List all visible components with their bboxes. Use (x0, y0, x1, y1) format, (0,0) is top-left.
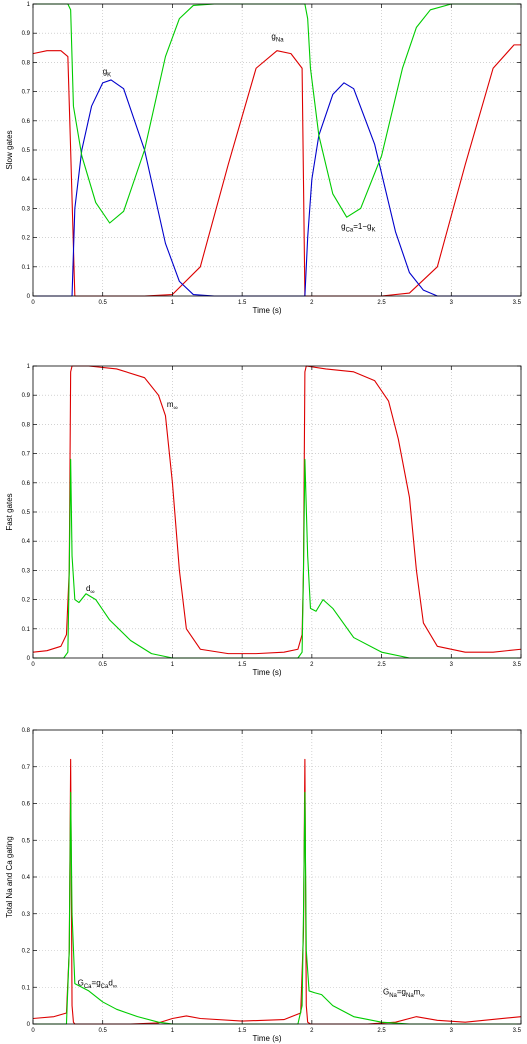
annotation-subscript: ∞ (113, 984, 117, 990)
x-tick-label: 0 (31, 300, 35, 306)
curve-annotation: gK (103, 67, 111, 79)
annotation-subscript: Na (389, 993, 397, 999)
x-tick-label: 1.5 (238, 662, 247, 668)
annotation-text: g (103, 67, 107, 76)
x-tick-label: 1 (171, 1028, 175, 1034)
y-tick-label: 0.2 (22, 949, 31, 955)
y-tick-label: 0.8 (22, 60, 31, 66)
y-tick-label: 0.7 (22, 765, 31, 771)
annotation-subscript: K (372, 227, 376, 233)
y-tick-label: 0.5 (22, 148, 31, 154)
y-tick-label: 0.1 (22, 985, 31, 991)
annotation-text: g (341, 222, 345, 231)
x-tick-label: 0.5 (99, 662, 108, 668)
y-tick-label: 0.4 (22, 539, 31, 545)
x-axis-label: Time (s) (252, 668, 281, 677)
x-tick-label: 2.5 (377, 1028, 386, 1034)
annotation-subscript: ∞ (420, 993, 424, 999)
annotation-subscript: Ca (346, 227, 354, 233)
x-tick-label: 2.5 (377, 662, 386, 668)
chart-total-gating: 0 0.5 1 1.5 2 2.5 3 3.5 0 0.1 0.2 0.3 0.4 0.5 0.6 0.7 0.… (5, 728, 522, 1043)
y-axis-label: Total Na and Ca gating (5, 836, 14, 917)
y-tick-label: 0 (27, 1022, 31, 1028)
x-tick-label: 3 (450, 300, 454, 306)
x-tick-label: 3.5 (513, 300, 522, 306)
x-tick-label: 3 (450, 662, 454, 668)
y-tick-label: 0.4 (22, 875, 31, 881)
y-axis-label: Fast gates (5, 493, 14, 530)
y-tick-label: 0.9 (22, 31, 31, 37)
annotation-subscript: K (107, 73, 111, 79)
chart-slow-gates: 0 0.5 1 1.5 2 2.5 3 3.5 0 0.1 0.2 0.3 0.4 0.5 0.6 0.7 0.… (5, 2, 522, 315)
y-tick-label: 0.3 (22, 568, 31, 574)
y-tick-label: 1 (27, 364, 31, 370)
y-tick-label: 0.5 (22, 510, 31, 516)
y-tick-label: 0.1 (22, 265, 31, 271)
series-line-1 (32, 365, 522, 655)
annotation-subscript: ∞ (90, 589, 94, 595)
x-axis-label: Time (s) (252, 1034, 281, 1043)
x-tick-label: 2.5 (377, 300, 386, 306)
x-tick-label: 0 (31, 662, 35, 668)
annotation-text: G (78, 978, 84, 987)
y-tick-label: 0.4 (22, 177, 31, 183)
x-tick-label: 0 (31, 1028, 35, 1034)
curve-annotation: d∞ (86, 584, 95, 596)
y-tick-label: 0.8 (22, 728, 31, 734)
y-tick-label: 0.7 (22, 90, 31, 96)
annotation-text: m (167, 400, 174, 409)
x-tick-label: 1 (171, 300, 175, 306)
annotation-subscript: Ca (101, 984, 109, 990)
x-tick-label: 0.5 (99, 300, 108, 306)
curve-annotation: GCa=gCad∞ (78, 978, 117, 990)
y-tick-label: 0.5 (22, 838, 31, 844)
annotation-subscript: Na (276, 38, 284, 44)
annotation-text: d (86, 584, 90, 593)
curve-annotation: m∞ (167, 400, 178, 412)
x-tick-label: 3.5 (513, 662, 522, 668)
annotation-text: G (383, 988, 389, 997)
annotation-subscript: Na (406, 993, 414, 999)
x-axis-label: Time (s) (252, 306, 281, 315)
annotation-text: m (414, 988, 421, 997)
x-tick-label: 3 (450, 1028, 454, 1034)
y-tick-label: 0 (27, 294, 31, 300)
y-tick-label: 0.8 (22, 422, 31, 428)
y-tick-label: 0.6 (22, 119, 31, 125)
y-tick-label: 0.3 (22, 912, 31, 918)
y-tick-label: 0.2 (22, 236, 31, 242)
annotation-text: g (271, 32, 275, 41)
annotation-text: =1−g (353, 222, 371, 231)
y-tick-label: 0.6 (22, 802, 31, 808)
y-axis-label: Slow gates (5, 130, 14, 169)
x-tick-label: 1 (171, 662, 175, 668)
x-tick-label: 2 (310, 662, 314, 668)
y-tick-label: 0.7 (22, 452, 31, 458)
annotation-subscript: ∞ (174, 405, 178, 411)
annotation-subscript: Ca (84, 984, 92, 990)
y-tick-label: 0 (27, 656, 31, 662)
x-tick-label: 1.5 (238, 300, 247, 306)
curve-annotation: GNa=gNam∞ (383, 988, 425, 1000)
x-tick-label: 3.5 (513, 1028, 522, 1034)
chart-fast-gates: 0 0.5 1 1.5 2 2.5 3 3.5 0 0.1 0.2 0.3 0.4 0.5 0.6 0.7 0.… (5, 364, 522, 677)
x-tick-label: 2 (310, 300, 314, 306)
y-tick-label: 1 (27, 2, 31, 8)
x-tick-label: 1.5 (238, 1028, 247, 1034)
x-tick-label: 2 (310, 1028, 314, 1034)
y-tick-label: 0.6 (22, 481, 31, 487)
x-tick-label: 0.5 (99, 1028, 108, 1034)
annotation-text: d (108, 978, 112, 987)
curve-annotation: gNa (271, 32, 284, 44)
curve-annotation: gCa=1−gK (341, 222, 375, 234)
y-tick-label: 0.3 (22, 206, 31, 212)
y-tick-label: 0.1 (22, 627, 31, 633)
annotation-text: =g (92, 978, 101, 987)
annotation-text: =g (397, 988, 406, 997)
y-tick-label: 0.9 (22, 393, 31, 399)
y-tick-label: 0.2 (22, 598, 31, 604)
series-line-1 (32, 44, 521, 297)
